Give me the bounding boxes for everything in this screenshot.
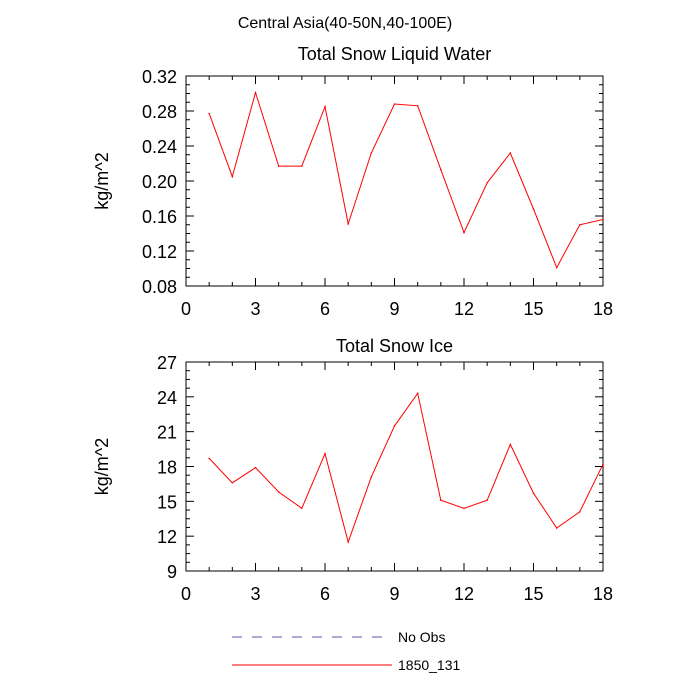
legend-label: No Obs [398, 629, 445, 645]
x-tick-label: 9 [389, 584, 399, 604]
y-tick-label: 12 [157, 527, 177, 547]
chart-panels: Total Snow Liquid Water kg/m^2 0 3 6 9 12 15 18 0… [92, 44, 613, 604]
data-point [370, 152, 373, 154]
data-point [440, 499, 442, 501]
data-point [416, 104, 419, 107]
y-tick-label: 0.20 [142, 172, 177, 192]
y-tick-label: 0.32 [142, 67, 177, 87]
chart-title: Total Snow Liquid Water [298, 44, 491, 64]
x-tick-label: 9 [389, 299, 399, 319]
x-tick-label: 12 [454, 584, 474, 604]
y-tick-label: 0.28 [142, 102, 177, 122]
y-tick-label: 0.16 [142, 207, 177, 227]
data-point [416, 392, 419, 395]
series-line-1 [208, 392, 604, 544]
data-point [509, 152, 512, 154]
plot-frame [185, 361, 604, 572]
y-axis-label: kg/m^2 [92, 152, 112, 209]
data-point [579, 223, 581, 226]
x-tick-label: 18 [593, 299, 613, 319]
x-tick-label: 0 [181, 584, 191, 604]
y-tick-label: 0.12 [142, 242, 177, 262]
data-point [301, 165, 303, 167]
data-point [532, 208, 535, 210]
y-tick-label: 18 [157, 458, 177, 478]
data-point [347, 223, 349, 225]
series-line-1 [208, 90, 604, 269]
data-point [277, 165, 280, 167]
data-point [208, 457, 210, 460]
x-tick-label: 6 [320, 299, 330, 319]
data-point [254, 466, 257, 469]
data-point [486, 499, 488, 501]
data-point [579, 510, 581, 513]
data-point [486, 181, 488, 184]
data-point [347, 541, 349, 543]
page-title: Central Asia(40-50N,40-100E) [238, 15, 452, 32]
x-tick-label: 15 [523, 299, 543, 319]
data-point [532, 492, 535, 495]
data-point [231, 175, 234, 178]
x-tick-label: 3 [250, 584, 260, 604]
data-point [301, 507, 303, 510]
data-point [602, 218, 604, 221]
y-tick-label: 0.08 [142, 277, 177, 297]
y-tick-label: 24 [157, 388, 177, 408]
legend-label: 1850_131 [398, 657, 461, 673]
data-point [208, 112, 210, 115]
y-tick-label: 0.24 [142, 137, 177, 157]
y-tick-label: 9 [167, 562, 177, 582]
y-tick-label: 21 [157, 423, 177, 443]
data-point [440, 168, 442, 171]
data-point [509, 443, 512, 446]
data-point [393, 103, 396, 105]
data-point [254, 91, 257, 94]
data-point [370, 476, 373, 478]
data-point [602, 463, 604, 465]
legend-item-1: No Obs [232, 629, 445, 645]
y-tick-label: 27 [157, 353, 177, 373]
plot-frame [185, 75, 604, 287]
x-tick-label: 12 [454, 299, 474, 319]
data-point [231, 481, 234, 484]
chart-panel-1: Total Snow Liquid Water kg/m^2 0 3 6 9 12 15 18 0… [92, 44, 613, 319]
legend: No Obs 1850_131 [232, 629, 461, 673]
x-tick-label: 6 [320, 584, 330, 604]
y-tick-label: 15 [157, 492, 177, 512]
y-axis-label: kg/m^2 [92, 438, 112, 495]
data-point [324, 105, 326, 108]
chart-title: Total Snow Ice [336, 336, 453, 356]
data-point [463, 507, 465, 510]
data-point [324, 452, 326, 455]
x-tick-label: 3 [250, 299, 260, 319]
data-point [393, 425, 396, 427]
x-tick-label: 0 [181, 299, 191, 319]
chart-panel-2: Total Snow Ice kg/m^2 0 3 6 9 12 15 18 9 12 15 18 21 2… [92, 336, 613, 604]
data-point [277, 491, 280, 493]
x-tick-label: 18 [593, 584, 613, 604]
data-point [463, 231, 465, 234]
x-tick-label: 15 [523, 584, 543, 604]
legend-item-2: 1850_131 [232, 657, 461, 673]
data-point [555, 527, 558, 529]
data-point [555, 266, 558, 269]
